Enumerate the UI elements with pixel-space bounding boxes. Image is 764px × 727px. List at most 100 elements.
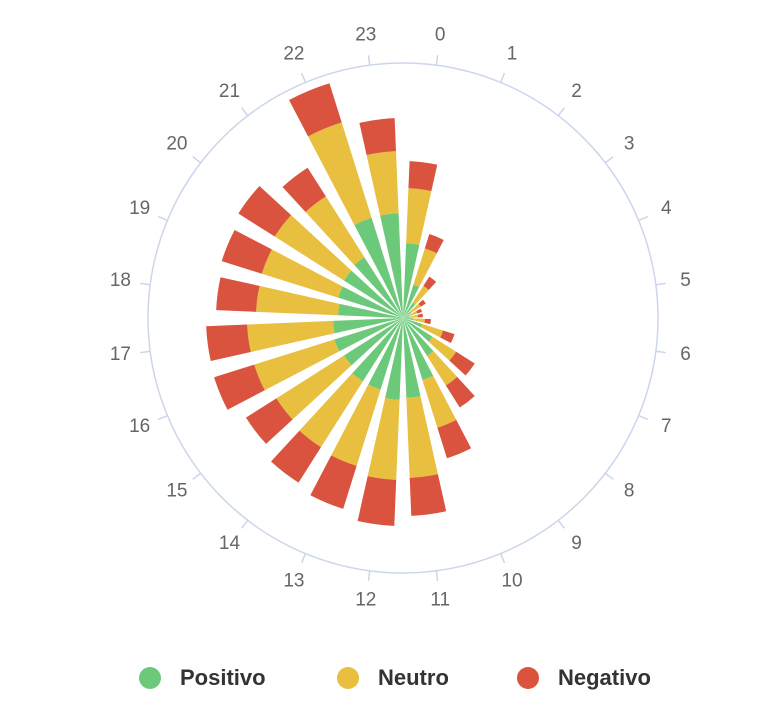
bar-segment <box>354 257 403 318</box>
bar-segment <box>416 308 423 314</box>
tick-mark <box>367 55 371 66</box>
bar-segment <box>412 318 425 323</box>
bar-segment <box>449 351 475 376</box>
legend[interactable]: Negativo <box>558 665 651 690</box>
category-label: 21 <box>219 81 240 102</box>
bar-segment <box>343 270 403 318</box>
bar-segment <box>420 323 444 338</box>
category-label: 6 <box>680 344 691 365</box>
bar-segment <box>413 248 437 287</box>
bar-segment <box>403 243 420 318</box>
category-label: 16 <box>129 416 150 437</box>
tick-mark <box>241 519 249 529</box>
bar-segment <box>289 83 342 137</box>
tick-mark <box>435 570 439 581</box>
bar-segment <box>333 318 403 334</box>
bar-segment <box>409 311 418 316</box>
bar-segment <box>408 161 438 192</box>
category-label: 0 <box>435 24 446 45</box>
tick-mark <box>655 350 666 354</box>
bar-segment <box>367 398 400 480</box>
bar-segment <box>403 318 421 398</box>
tick-mark <box>638 414 649 421</box>
category-label: 2 <box>571 81 582 102</box>
bar-segment <box>380 213 403 318</box>
bar-segment <box>409 474 447 516</box>
bar-segment <box>334 318 403 352</box>
bar-segment <box>403 318 434 381</box>
bar-segment <box>310 455 357 509</box>
bar-segment <box>403 318 434 356</box>
tick-mark <box>300 553 307 564</box>
tick-mark <box>499 72 506 83</box>
bar-segment <box>214 364 265 410</box>
bar-segment <box>245 398 293 444</box>
bar-segment <box>274 215 352 281</box>
bar-segment <box>276 355 352 420</box>
legend[interactable]: Neutro <box>378 665 449 690</box>
legend-marker[interactable] <box>337 667 359 689</box>
tick-mark <box>241 107 249 117</box>
bar-segment <box>261 249 343 298</box>
category-label: 10 <box>501 570 522 591</box>
category-label: 8 <box>624 481 635 502</box>
bar-segment <box>299 373 363 448</box>
tick-mark <box>638 215 649 222</box>
bar-segment <box>368 318 403 390</box>
bar-segment <box>343 318 403 366</box>
tick-mark <box>557 107 565 117</box>
category-label: 4 <box>661 198 672 219</box>
bar-segment <box>352 318 403 382</box>
bar-segment <box>256 285 340 316</box>
bar-segment <box>305 196 365 266</box>
tick-mark <box>604 472 614 480</box>
bar-segment <box>282 167 326 213</box>
category-label: 18 <box>110 270 131 291</box>
category-label: 3 <box>624 134 635 155</box>
category-label: 12 <box>355 590 376 611</box>
category-label: 14 <box>219 533 241 554</box>
bar-segment <box>254 339 340 391</box>
bar-segment <box>403 311 412 318</box>
category-label: 15 <box>166 481 187 502</box>
tick-mark <box>367 570 371 581</box>
tick-mark <box>655 282 666 286</box>
bar-segment <box>338 286 403 318</box>
tick-mark <box>157 414 168 421</box>
bar-segment <box>417 313 423 318</box>
legend-marker[interactable] <box>139 667 161 689</box>
legend[interactable]: Positivo <box>180 665 266 690</box>
bar-segment <box>403 302 416 318</box>
category-label: 19 <box>129 198 150 219</box>
category-label: 11 <box>430 590 450 611</box>
category-label: 20 <box>166 134 187 155</box>
bar-segment <box>308 122 372 225</box>
category-label: 23 <box>355 24 376 45</box>
bar-segment <box>422 375 457 428</box>
category-label: 22 <box>283 44 304 65</box>
bar-segment <box>445 376 475 408</box>
bar-segment <box>216 277 260 312</box>
bar-segment <box>406 396 438 478</box>
bar-segment <box>366 151 399 216</box>
category-label: 5 <box>680 270 691 291</box>
legend-marker[interactable] <box>517 667 539 689</box>
tick-mark <box>140 350 151 354</box>
category-label: 1 <box>507 44 518 65</box>
tick-mark <box>140 282 151 286</box>
category-label: 7 <box>661 416 672 437</box>
bar-segment <box>437 419 472 459</box>
bar-segment <box>403 284 420 318</box>
polar-frame <box>147 62 659 574</box>
bar-segment <box>221 229 272 274</box>
tick-mark <box>604 156 614 164</box>
tick-mark <box>499 553 506 564</box>
category-label: 17 <box>110 344 131 365</box>
bar-segment <box>238 186 292 237</box>
bar-segment <box>403 318 423 328</box>
bar-segment <box>331 384 381 466</box>
bar-segment <box>247 320 335 353</box>
bar-segment <box>423 276 437 291</box>
bar-segment <box>354 217 403 318</box>
